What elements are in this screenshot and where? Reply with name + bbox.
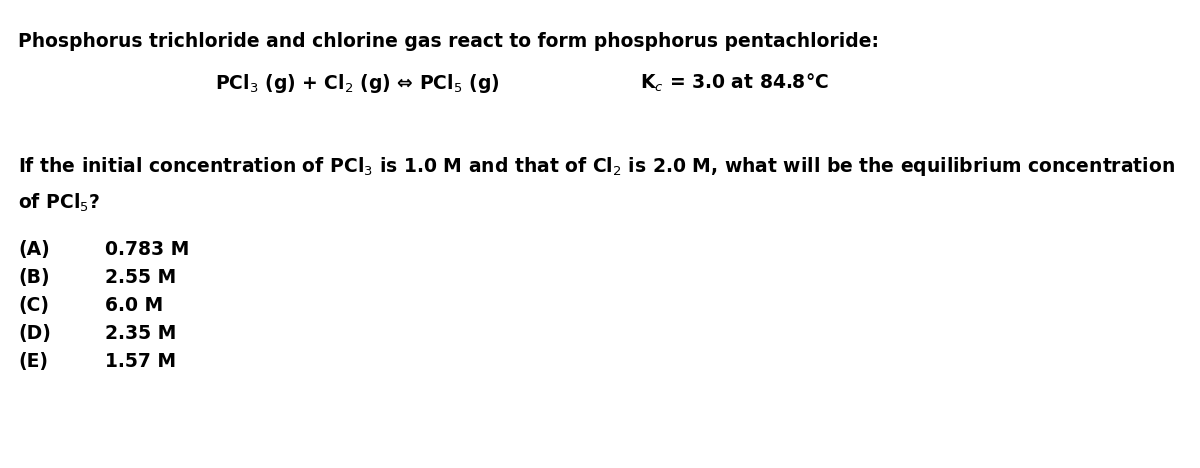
Text: 0.783 M: 0.783 M [106,240,190,259]
Text: 2.55 M: 2.55 M [106,268,176,287]
Text: Phosphorus trichloride and chlorine gas react to form phosphorus pentachloride:: Phosphorus trichloride and chlorine gas … [18,32,878,51]
Text: 1.57 M: 1.57 M [106,352,176,371]
Text: (E): (E) [18,352,48,371]
Text: of PCl$_5$?: of PCl$_5$? [18,192,101,214]
Text: (D): (D) [18,324,50,343]
Text: K$_c$ = 3.0 at 84.8°C: K$_c$ = 3.0 at 84.8°C [640,72,829,94]
Text: (C): (C) [18,296,49,315]
Text: 6.0 M: 6.0 M [106,296,163,315]
Text: (B): (B) [18,268,49,287]
Text: 2.35 M: 2.35 M [106,324,176,343]
Text: PCl$_3$ (g) + Cl$_2$ (g) ⇔ PCl$_5$ (g): PCl$_3$ (g) + Cl$_2$ (g) ⇔ PCl$_5$ (g) [215,72,499,95]
Text: (A): (A) [18,240,49,259]
Text: If the initial concentration of PCl$_3$ is 1.0 M and that of Cl$_2$ is 2.0 M, wh: If the initial concentration of PCl$_3$ … [18,155,1175,178]
